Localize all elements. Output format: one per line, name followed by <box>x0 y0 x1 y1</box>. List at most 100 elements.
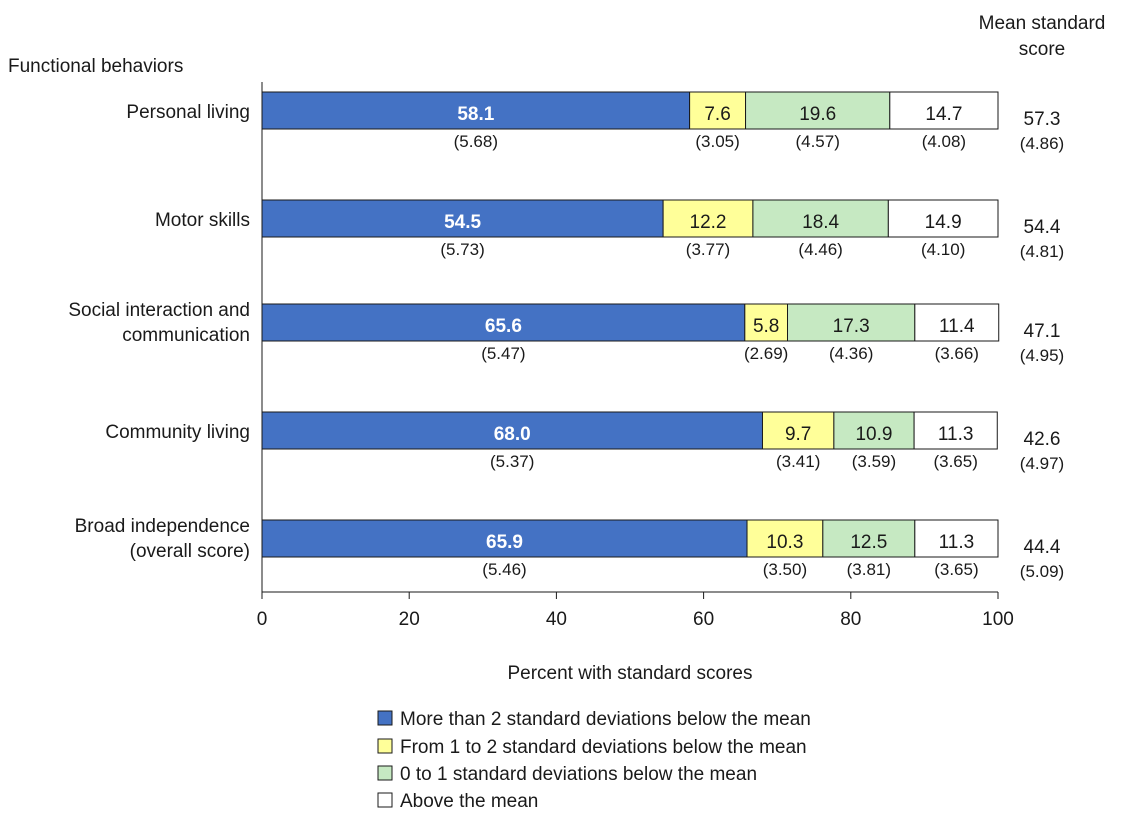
data-label: 11.3 <box>938 424 974 445</box>
standard-error-label: (5.46) <box>482 560 526 579</box>
bar-segment <box>689 91 747 130</box>
right-header-line1: Mean standard <box>979 13 1106 34</box>
row-header: Functional behaviors <box>8 56 183 77</box>
bar-segment <box>887 199 999 238</box>
x-tick-label: 80 <box>840 609 861 630</box>
data-label: 14.9 <box>925 212 962 233</box>
mean-score-label: 47.1 <box>1024 321 1061 342</box>
data-label: 7.6 <box>704 104 730 125</box>
bar-row: Community living 68.0 (5.37) 9.7 (3.41) 10.9 (… <box>105 411 1064 473</box>
category-label: Community living <box>105 422 250 443</box>
legend-label: More than 2 standard deviations below th… <box>400 709 811 730</box>
standard-error-label: (5.47) <box>481 344 525 363</box>
standard-error-label: (3.77) <box>686 240 730 259</box>
mean-score-label: 44.4 <box>1024 537 1061 558</box>
data-label: 12.2 <box>690 212 727 233</box>
standard-error-label: (3.05) <box>695 132 739 151</box>
legend-label: From 1 to 2 standard deviations below th… <box>400 737 807 758</box>
mean-score-se-label: (5.09) <box>1020 562 1064 581</box>
category-label: Broad independence <box>75 516 250 537</box>
bar-segment <box>889 91 999 130</box>
bars-group: Personal living 58.1 (5.68) 7.6 (3.05) 19.6 (4… <box>68 91 1065 581</box>
data-label: 65.6 <box>485 316 522 337</box>
legend-swatch <box>377 765 393 781</box>
bar-segment <box>752 199 889 238</box>
standard-error-label: (4.46) <box>798 240 842 259</box>
mean-score-label: 54.4 <box>1024 217 1061 238</box>
mean-score-se-label: (4.81) <box>1020 242 1064 261</box>
x-tick-label: 100 <box>982 609 1014 630</box>
bar-segment <box>662 199 754 238</box>
bar-row: Social interaction and communication 65.6 (… <box>68 300 1064 365</box>
legend-label: 0 to 1 standard deviations below the mea… <box>400 764 757 785</box>
standard-error-label: (2.69) <box>744 344 788 363</box>
bar-row: Personal living 58.1 (5.68) 7.6 (3.05) 19.6 (4… <box>126 91 1064 153</box>
legend-item: More than 2 standard deviations below th… <box>377 709 811 730</box>
standard-error-label: (4.36) <box>829 344 873 363</box>
legend-item: 0 to 1 standard deviations below the mea… <box>377 764 757 785</box>
standard-error-label: (4.10) <box>921 240 965 259</box>
bar-segment <box>261 199 664 238</box>
standard-error-label: (5.68) <box>454 132 498 151</box>
standard-error-label: (3.65) <box>933 452 977 471</box>
x-tick-label: 40 <box>546 609 567 630</box>
x-tick-label: 0 <box>257 609 268 630</box>
mean-score-se-label: (4.86) <box>1020 134 1064 153</box>
legend-swatch <box>377 710 393 726</box>
category-label: communication <box>122 325 250 346</box>
standard-error-label: (3.65) <box>934 560 978 579</box>
x-axis-label: Percent with standard scores <box>507 663 752 684</box>
data-label: 11.3 <box>939 532 975 553</box>
category-label: Social interaction and <box>68 300 250 321</box>
data-label: 14.7 <box>925 104 962 125</box>
x-tick-label: 60 <box>693 609 714 630</box>
legend-swatch <box>377 792 393 808</box>
standard-error-label: (5.37) <box>490 452 534 471</box>
standard-error-label: (3.81) <box>847 560 891 579</box>
standard-error-label: (3.59) <box>852 452 896 471</box>
data-label: 10.9 <box>855 424 892 445</box>
mean-score-se-label: (4.97) <box>1020 454 1064 473</box>
bar-segment <box>822 519 916 558</box>
data-label: 19.6 <box>799 104 836 125</box>
data-label: 68.0 <box>494 424 531 445</box>
standard-error-label: (4.08) <box>922 132 966 151</box>
standard-error-label: (3.50) <box>763 560 807 579</box>
bar-row: Motor skills 54.5 (5.73) 12.2 (3.77) 18.4 (4.4… <box>155 199 1064 261</box>
category-label: Motor skills <box>155 210 250 231</box>
bar-segment <box>914 303 1000 342</box>
data-label: 17.3 <box>833 316 870 337</box>
legend-item: Above the mean <box>377 791 538 812</box>
bar-segment <box>746 519 824 558</box>
legend-label: Above the mean <box>400 791 538 812</box>
bar-segment <box>261 91 691 130</box>
bar-segment <box>745 91 891 130</box>
bar-segment <box>744 303 789 342</box>
data-label: 18.4 <box>802 212 839 233</box>
data-label: 54.5 <box>444 212 481 233</box>
x-axis: 0 20 40 60 80 100 <box>257 82 1014 630</box>
legend-item: From 1 to 2 standard deviations below th… <box>377 737 807 758</box>
bar-segment <box>261 411 763 450</box>
standard-error-label: (4.57) <box>795 132 839 151</box>
standard-error-label: (3.41) <box>776 452 820 471</box>
data-label: 9.7 <box>785 424 811 445</box>
data-label: 58.1 <box>457 104 494 125</box>
mean-score-label: 57.3 <box>1024 109 1061 130</box>
bar-segment <box>914 519 999 558</box>
data-label: 11.4 <box>939 316 975 337</box>
bar-row: Broad independence (overall score) 65.9 (5.… <box>75 516 1065 581</box>
legend-swatch <box>377 738 393 754</box>
category-label: Personal living <box>126 102 250 123</box>
standard-error-label: (3.66) <box>935 344 979 363</box>
bar-segment <box>761 411 835 450</box>
x-tick-label: 20 <box>399 609 420 630</box>
bar-segment <box>913 411 998 450</box>
right-header-line2: score <box>1019 39 1065 60</box>
mean-score-label: 42.6 <box>1024 429 1061 450</box>
category-label: (overall score) <box>130 541 250 562</box>
mean-score-se-label: (4.95) <box>1020 346 1064 365</box>
data-label: 10.3 <box>766 532 803 553</box>
legend: More than 2 standard deviations below th… <box>377 709 811 812</box>
